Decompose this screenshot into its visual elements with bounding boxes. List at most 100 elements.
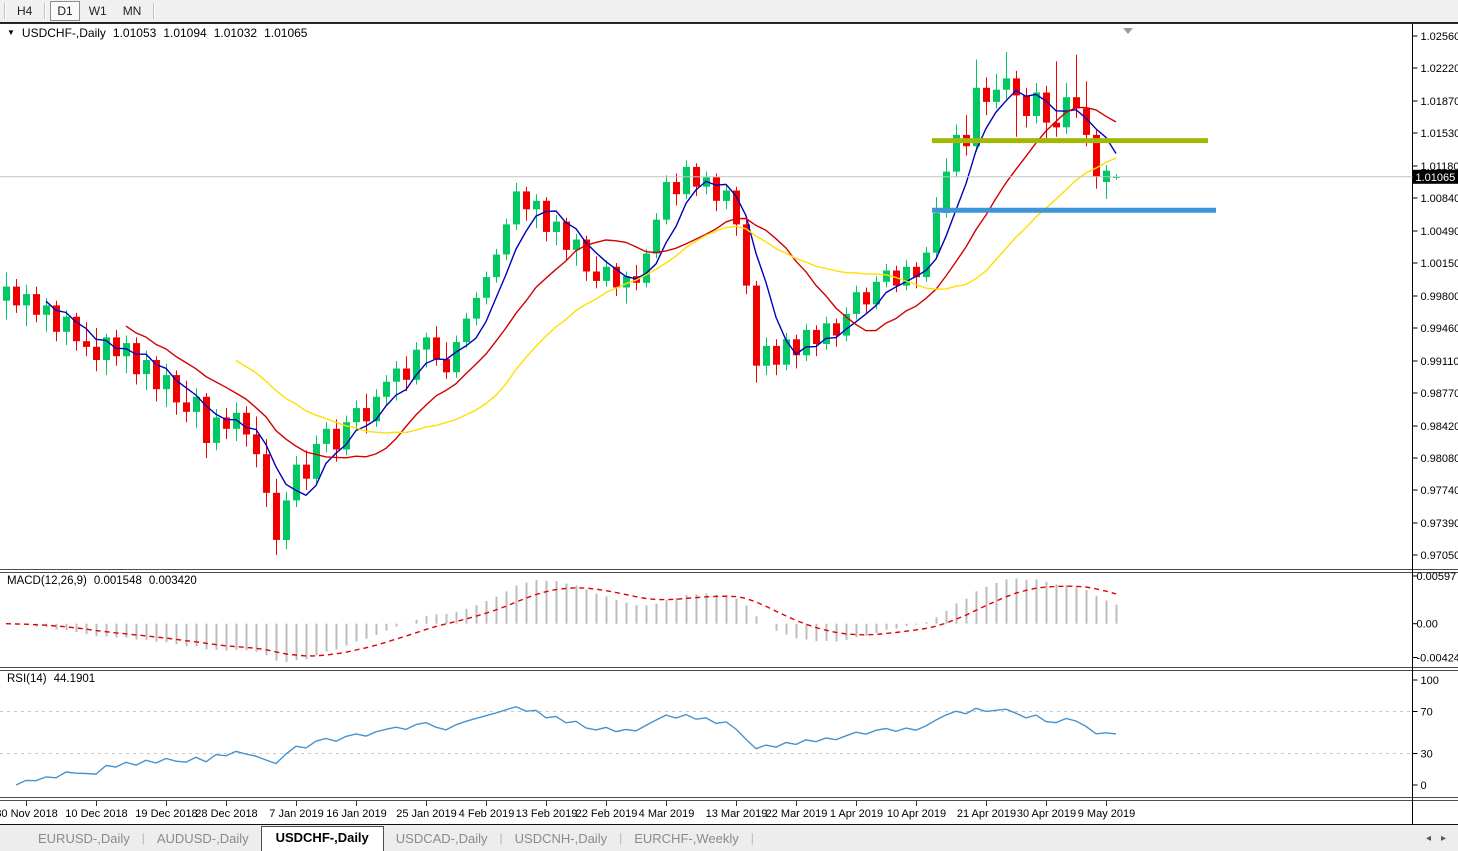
candle-body: [1033, 92, 1040, 116]
candle-body: [613, 266, 620, 288]
ma-line-24: [235, 157, 1117, 434]
price-axis-label: 0.98420: [1421, 421, 1458, 433]
candle-body: [393, 368, 400, 382]
candle-body: [243, 412, 250, 435]
rsi-axis-label: 70: [1421, 707, 1433, 719]
candle-body: [63, 316, 70, 332]
candle-body: [43, 305, 50, 315]
tab-separator: |: [499, 831, 503, 845]
price-axis-label: 1.02560: [1421, 31, 1458, 43]
tab-eurusd-daily[interactable]: EURUSD-,Daily: [38, 831, 130, 846]
candle-body: [503, 224, 510, 255]
candle-body: [763, 345, 770, 366]
date-tick-label: 21 Apr 2019: [957, 808, 1016, 820]
collapse-triangle-icon[interactable]: ▼: [7, 28, 15, 37]
candle-body: [1113, 176, 1120, 178]
drawn-trend-lines[interactable]: [932, 138, 1216, 213]
price-axis-label: 1.01530: [1421, 128, 1458, 140]
candle-body: [283, 500, 290, 540]
candle-body: [333, 428, 340, 450]
candle-body: [223, 417, 230, 429]
candle-body: [523, 191, 530, 210]
candle-body: [1043, 92, 1050, 123]
timeframe-toolbar: H4 D1 W1 MN: [0, 0, 1458, 23]
tab-separator: |: [141, 831, 145, 845]
macd-axis-label: 0.00597: [1417, 571, 1457, 583]
candle-body: [353, 408, 360, 423]
candle-body: [313, 443, 320, 479]
candle-body: [203, 396, 210, 443]
price-axis-label: 1.00490: [1421, 226, 1458, 238]
date-tick-label: 4 Feb 2019: [459, 808, 515, 820]
price-axis-label: 1.00150: [1421, 258, 1458, 270]
tab-usdcnh-daily[interactable]: USDCNH-,Daily: [514, 831, 608, 846]
candle-body: [153, 360, 160, 390]
candle-body: [343, 422, 350, 450]
tab-eurchf-weekly[interactable]: EURCHF-,Weekly: [634, 831, 739, 846]
tab-audusd-daily[interactable]: AUDUSD-,Daily: [156, 831, 249, 846]
tabs-scroll-right-icon[interactable]: ▸: [1440, 833, 1446, 844]
candle-body: [513, 191, 520, 225]
candle-body: [673, 182, 680, 195]
timeframe-d1-button[interactable]: D1: [50, 1, 80, 21]
date-tick-label: 19 Dec 2018: [135, 808, 197, 820]
candle-body: [423, 337, 430, 350]
candle-body: [753, 285, 760, 366]
tab-separator: |: [619, 831, 623, 845]
candle-body: [1073, 97, 1080, 109]
candle-body: [403, 368, 410, 380]
candle-body: [883, 270, 890, 282]
candle-body: [213, 417, 220, 443]
rsi-panel: 100 70 30 0: [0, 675, 1439, 792]
rsi-axis-label: 0: [1421, 780, 1427, 792]
candle-body: [3, 286, 10, 301]
date-tick-label: 16 Jan 2019: [326, 808, 387, 820]
candle-body: [743, 224, 750, 286]
rsi-value: 44.1901: [53, 673, 96, 685]
chart-shift-marker-icon[interactable]: [1123, 28, 1133, 34]
date-tick-label: 28 Dec 2018: [195, 808, 257, 820]
date-tick-label: 13 Feb 2019: [516, 808, 578, 820]
candle-body: [193, 396, 200, 412]
candle-body: [713, 177, 720, 201]
rsi-name: RSI(14): [7, 673, 47, 685]
candle-body: [553, 221, 560, 232]
candle-body: [533, 200, 540, 210]
macd-axis-label: 0.00: [1417, 619, 1438, 631]
candle-body: [813, 329, 820, 344]
candle-body: [73, 316, 80, 342]
timeframe-w1-button[interactable]: W1: [82, 1, 114, 21]
timeframe-h4-button[interactable]: H4: [10, 1, 39, 21]
price-axis-label: 0.99800: [1421, 291, 1458, 303]
date-tick-label: 10 Apr 2019: [887, 808, 946, 820]
candle-body: [183, 402, 190, 412]
tab-usdcad-daily[interactable]: USDCAD-,Daily: [395, 831, 488, 846]
date-tick-label: 10 Dec 2018: [65, 808, 127, 820]
toolbar-separator: [44, 3, 46, 19]
tab-usdchf-daily[interactable]: USDCHF-,Daily: [260, 826, 384, 851]
ohlc-close: 1.01065: [264, 26, 308, 40]
rsi-axis-label: 100: [1421, 675, 1439, 687]
price-axis-label: 0.99460: [1421, 323, 1458, 335]
candle-body: [543, 200, 550, 232]
timeframe-mn-button[interactable]: MN: [116, 1, 149, 21]
ohlc-low: 1.01032: [213, 26, 258, 40]
candle-body: [133, 343, 140, 375]
candle-body: [723, 190, 730, 201]
candle-body: [623, 276, 630, 288]
candle-body: [923, 252, 930, 278]
tab-scroll-arrows: ◂ ▸: [1414, 834, 1458, 851]
macd-signal-line: [5, 585, 1117, 657]
macd-name: MACD(12,26,9): [7, 575, 87, 587]
ma-line-5: [45, 89, 1117, 497]
chart-symbol-label: ▼ USDCHF-,Daily 1.01053 1.01094 1.01032 …: [7, 26, 307, 40]
tabs-scroll-left-icon[interactable]: ◂: [1425, 833, 1431, 844]
candle-body: [643, 253, 650, 283]
candle-body: [983, 87, 990, 102]
candle-body: [833, 323, 840, 336]
candle-body: [563, 221, 570, 250]
candle-body: [683, 166, 690, 195]
candle-body: [733, 190, 740, 225]
moving-average-lines: [45, 89, 1117, 497]
